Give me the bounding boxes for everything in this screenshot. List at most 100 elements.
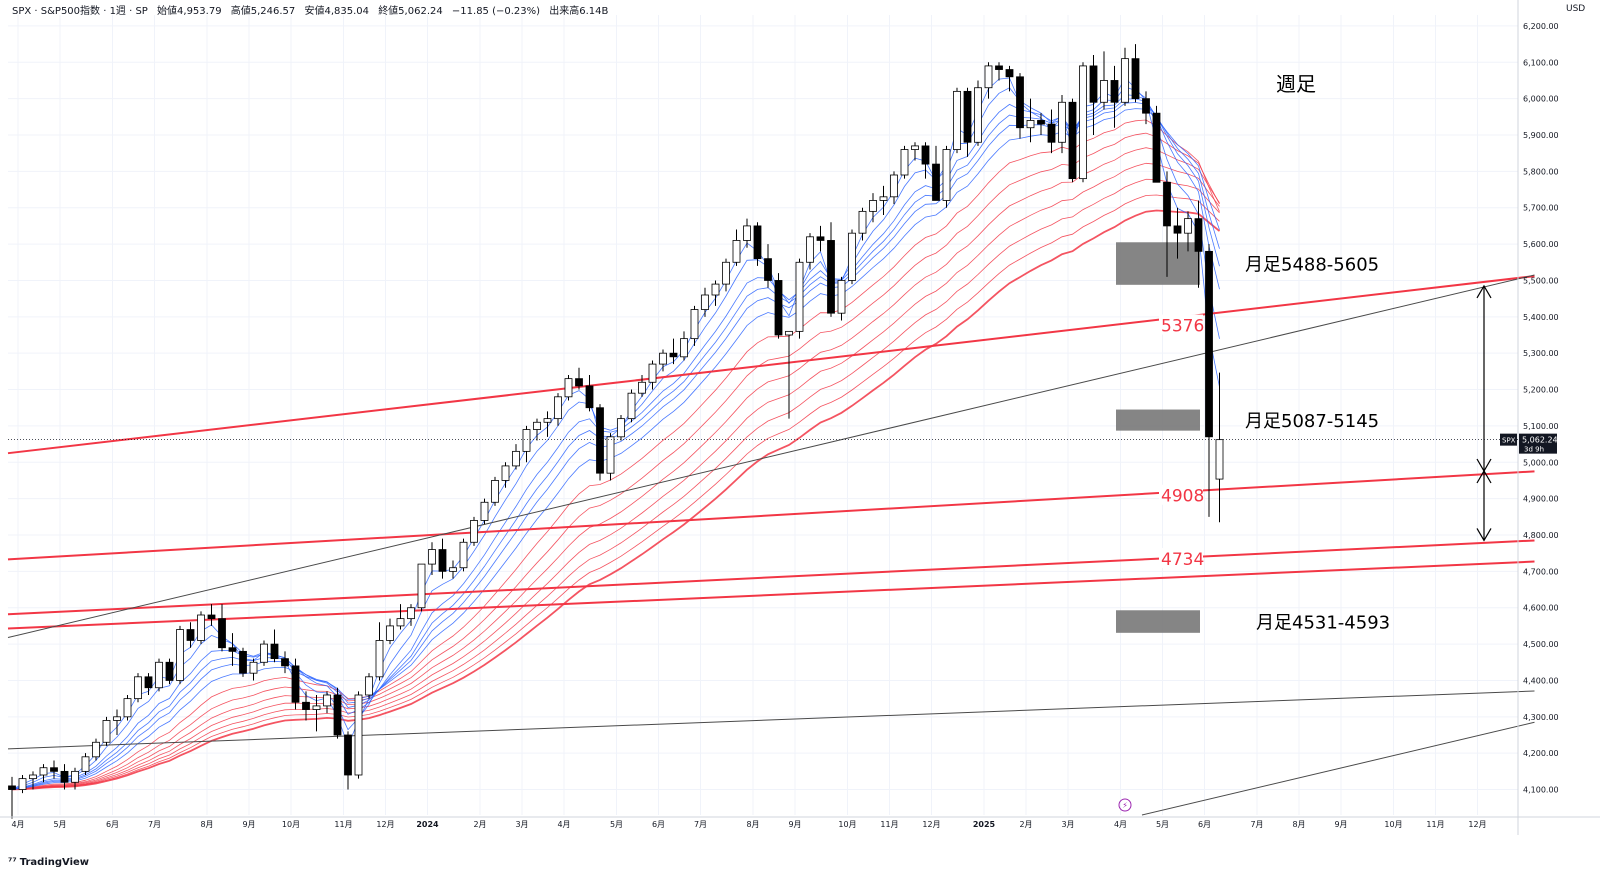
- candle-up: [260, 643, 268, 663]
- measure-arrow-head-top: [1476, 469, 1492, 484]
- currency-label[interactable]: USD: [1566, 4, 1586, 14]
- candle-down: [1152, 112, 1161, 183]
- ohlc-high: 高値5,246.57: [230, 6, 296, 17]
- price-tick-label: 5,500.00: [1523, 276, 1559, 285]
- ohlc-close: 終値5,062.24: [378, 6, 443, 17]
- candle-up: [911, 145, 919, 150]
- time-tick-label: 8月: [746, 820, 759, 829]
- candle-up: [417, 563, 426, 609]
- candle-up: [323, 694, 331, 707]
- candle-up: [659, 352, 667, 365]
- candle-down: [1047, 123, 1056, 143]
- support-resistance-line: [7, 275, 1535, 455]
- price-axis[interactable]: 6,200.00 6,100.00 6,000.00 5,900.00 5,800.00…: [1517, 0, 1559, 835]
- candle-down: [1037, 120, 1045, 125]
- time-tick-label: 11月: [880, 820, 898, 829]
- price-tick-label: 4,300.00: [1523, 713, 1559, 722]
- time-tick-label: 3月: [1061, 820, 1074, 829]
- candle-up: [680, 338, 688, 358]
- time-tick-label: 7月: [1250, 820, 1263, 829]
- candle-down: [575, 378, 583, 387]
- candle-down: [669, 352, 678, 358]
- candle-up: [470, 520, 478, 543]
- short-ema-line: [11, 108, 1220, 790]
- candle-up: [690, 309, 699, 340]
- candle-down: [1089, 65, 1098, 103]
- symbol-header: SPX · S&P500指数 · 1週 · SP 始値4,953.79 高値5,…: [12, 2, 614, 17]
- last-price-symbol: SPX: [1502, 437, 1516, 445]
- price-tick-label: 5,900.00: [1523, 131, 1559, 140]
- candle-up: [848, 232, 856, 281]
- candle-down: [1142, 98, 1150, 114]
- symbol-name[interactable]: SPX · S&P500指数 · 1週 · SP: [12, 6, 148, 17]
- support-resistance-line: [7, 539, 1535, 616]
- candle-up: [554, 396, 562, 420]
- candle-down: [344, 734, 352, 776]
- timeframe-label: 週足: [1276, 72, 1316, 96]
- time-tick-label: 6月: [106, 820, 119, 829]
- candle-up: [71, 770, 79, 783]
- candle-up: [533, 421, 541, 430]
- candle-down: [1005, 69, 1014, 78]
- candle-up: [806, 236, 814, 263]
- candle-up: [648, 363, 657, 383]
- price-tick-label: 5,000.00: [1523, 458, 1559, 467]
- last-price-countdown: 3d 9h: [1524, 446, 1544, 454]
- candle-up: [354, 694, 363, 776]
- candle-down: [816, 236, 825, 241]
- price-tick-label: 4,500.00: [1523, 640, 1559, 649]
- candle-down: [764, 258, 772, 281]
- candle-up: [627, 392, 636, 420]
- ohlc-open: 始値4,953.79: [157, 6, 222, 17]
- time-tick-label: 12月: [1468, 820, 1486, 829]
- time-tick-label: 7月: [694, 820, 707, 829]
- time-tick-label: 5月: [53, 820, 66, 829]
- level-label-bg: [1159, 484, 1203, 505]
- level-label-bg: [1159, 548, 1203, 568]
- candle-up: [176, 629, 184, 681]
- price-tick-label: 4,400.00: [1523, 676, 1559, 685]
- candle-up: [617, 418, 625, 438]
- candle-up: [606, 436, 615, 474]
- level-label-bg: [1159, 314, 1203, 335]
- candle-down: [932, 163, 940, 201]
- candle-up: [102, 720, 111, 743]
- time-axis[interactable]: 4月 5月 6月 7月 8月 9月 10月 11月 12月 2024 2月 3月 4月 5月 6月 7月 8月 9…: [0, 816, 1600, 829]
- time-tick-label: 11月: [1426, 820, 1444, 829]
- candle-up: [491, 480, 499, 503]
- candle-down: [239, 650, 247, 674]
- candle-up: [312, 705, 321, 710]
- candle-up: [858, 210, 867, 234]
- candle-down: [165, 661, 174, 681]
- price-tick-label: 5,100.00: [1523, 422, 1559, 431]
- candle-up: [711, 283, 720, 296]
- time-tick-label: 9月: [242, 820, 255, 829]
- candle-down: [60, 770, 69, 783]
- time-tick-label: 12月: [922, 820, 940, 829]
- candle-down: [228, 647, 237, 652]
- candle-up: [1215, 439, 1224, 480]
- candle-up: [449, 567, 457, 572]
- tradingview-logo[interactable]: ⁷⁷ TradingView: [8, 857, 89, 868]
- time-tick-label: 2月: [1019, 820, 1032, 829]
- event-marker-icon: [1118, 798, 1132, 812]
- candle-up: [428, 549, 436, 565]
- monthly-zone-box: [1116, 242, 1200, 285]
- candle-down: [774, 280, 783, 336]
- candle-up: [155, 661, 163, 689]
- candle-up: [197, 614, 205, 641]
- candle-up: [375, 640, 384, 678]
- candle-up: [480, 501, 489, 521]
- trend-line: [1141, 721, 1535, 816]
- time-tick-label: 9月: [788, 820, 801, 829]
- level-label: 4908: [1161, 487, 1204, 507]
- candle-up: [134, 676, 142, 700]
- zone-label: 月足5488-5605: [1245, 255, 1379, 276]
- price-tick-label: 5,800.00: [1523, 167, 1559, 176]
- candle-up: [522, 429, 531, 452]
- measure-arrow-head-top: [1476, 284, 1492, 299]
- candle-up: [564, 378, 573, 398]
- time-tick-label: 6月: [652, 820, 665, 829]
- candle-down: [921, 145, 930, 165]
